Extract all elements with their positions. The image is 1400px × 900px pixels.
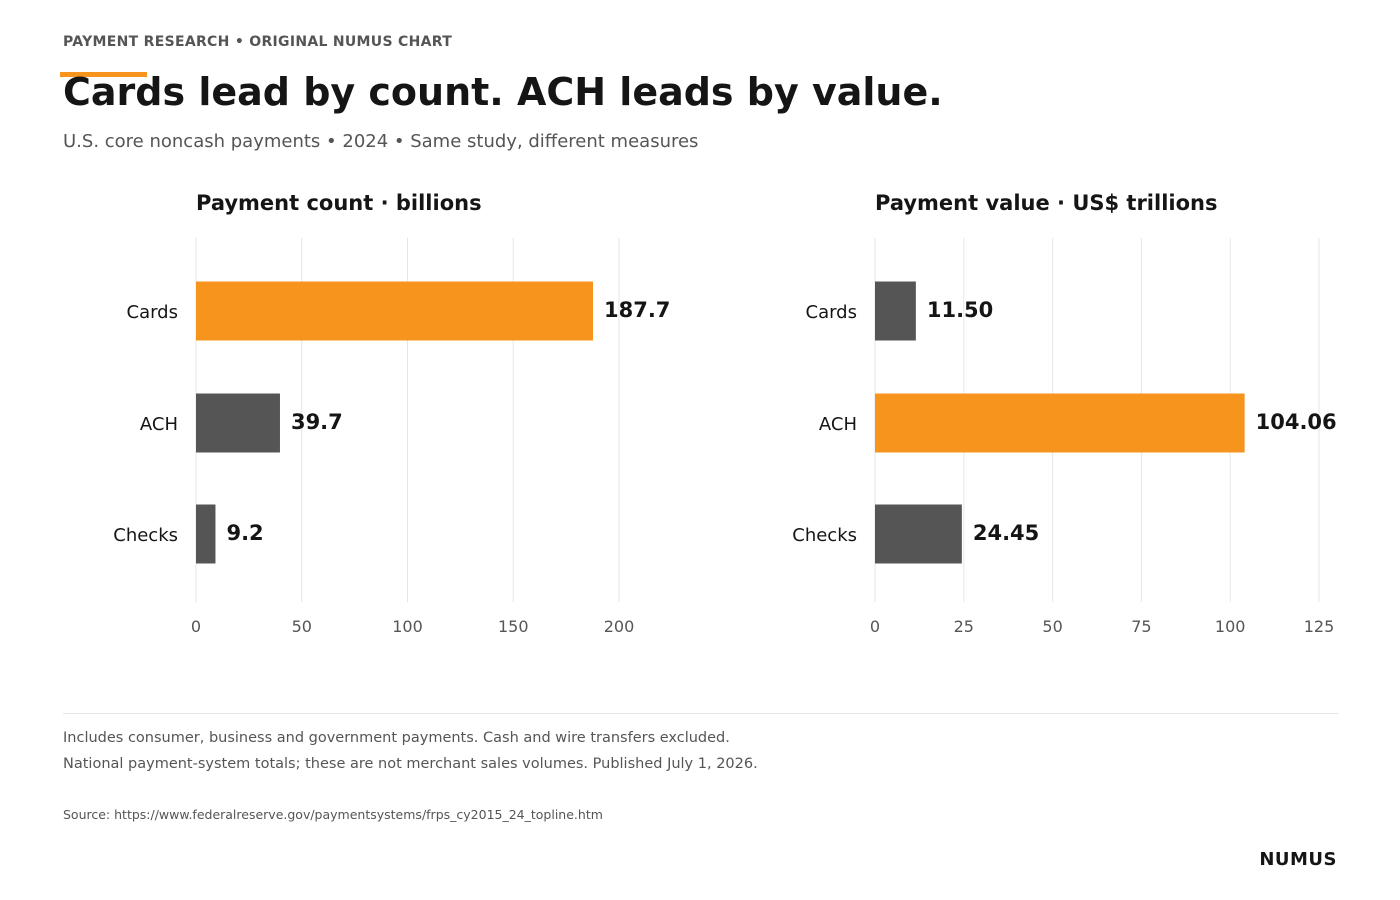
chart-2-tick-label-2: 25: [954, 617, 974, 636]
chart-1-value-label-checks: 9.2: [226, 521, 263, 545]
chart-2-tick-label-5: 100: [1215, 617, 1246, 636]
chart-1-title: Payment count · billions: [196, 191, 482, 215]
chart-1-value-label-ach: 39.7: [291, 410, 343, 434]
charts-area: Payment count · billions 0 50 100 150 200 Card…: [0, 180, 1400, 650]
charts-svg: Payment count · billions 0 50 100 150 200 Card…: [113, 191, 1337, 636]
footer-note-2: National payment-system totals; these ar…: [63, 756, 758, 772]
footer-note-1: Includes consumer, business and governme…: [63, 730, 730, 746]
chart-2-category-label-cards: Cards: [806, 302, 858, 323]
chart-1-bar-ach: [196, 393, 280, 453]
chart-1-bar-cards: [196, 281, 593, 341]
page-title: Cards lead by count. ACH leads by value.: [63, 70, 943, 114]
chart-2-bar-ach: [875, 393, 1245, 453]
chart-1-tick-label-4: 150: [498, 617, 529, 636]
chart-1-tick-label-2: 50: [292, 617, 312, 636]
chart-2-value-label-checks: 24.45: [973, 521, 1039, 545]
chart-1-category-label-ach: ACH: [140, 414, 178, 435]
footer-divider: [63, 713, 1338, 714]
title-accent-bar: [60, 72, 147, 77]
page-subtitle: U.S. core noncash payments • 2024 • Same…: [63, 131, 699, 152]
chart-1-category-label-checks: Checks: [113, 525, 178, 546]
chart-2-bar-checks: [875, 504, 962, 564]
chart-2-tick-label-6: 125: [1304, 617, 1335, 636]
kicker: PAYMENT RESEARCH • ORIGINAL NUMUS CHART: [63, 34, 453, 50]
chart-1-value-label-cards: 187.7: [604, 298, 670, 322]
chart-1-tick-label-3: 100: [392, 617, 423, 636]
chart-2-tick-label-1: 0: [870, 617, 880, 636]
chart-1-tick-label-1: 0: [191, 617, 201, 636]
brand-logo: NUMUS: [1259, 849, 1337, 870]
chart-2-category-label-checks: Checks: [792, 525, 857, 546]
chart-2-value-label-ach: 104.06: [1256, 410, 1337, 434]
chart-2-tick-label-4: 75: [1131, 617, 1151, 636]
chart-1-category-label-cards: Cards: [127, 302, 179, 323]
chart-2-value-label-cards: 11.50: [927, 298, 993, 322]
chart-1-tick-label-5: 200: [604, 617, 635, 636]
chart-2-tick-label-3: 50: [1042, 617, 1062, 636]
chart-2-category-label-ach: ACH: [819, 414, 857, 435]
chart-2-title: Payment value · US$ trillions: [875, 191, 1217, 215]
chart-1-bar-checks: [196, 504, 216, 564]
chart-2-bar-cards: [875, 281, 916, 341]
source-note: Source: https://www.federalreserve.gov/p…: [63, 807, 603, 822]
